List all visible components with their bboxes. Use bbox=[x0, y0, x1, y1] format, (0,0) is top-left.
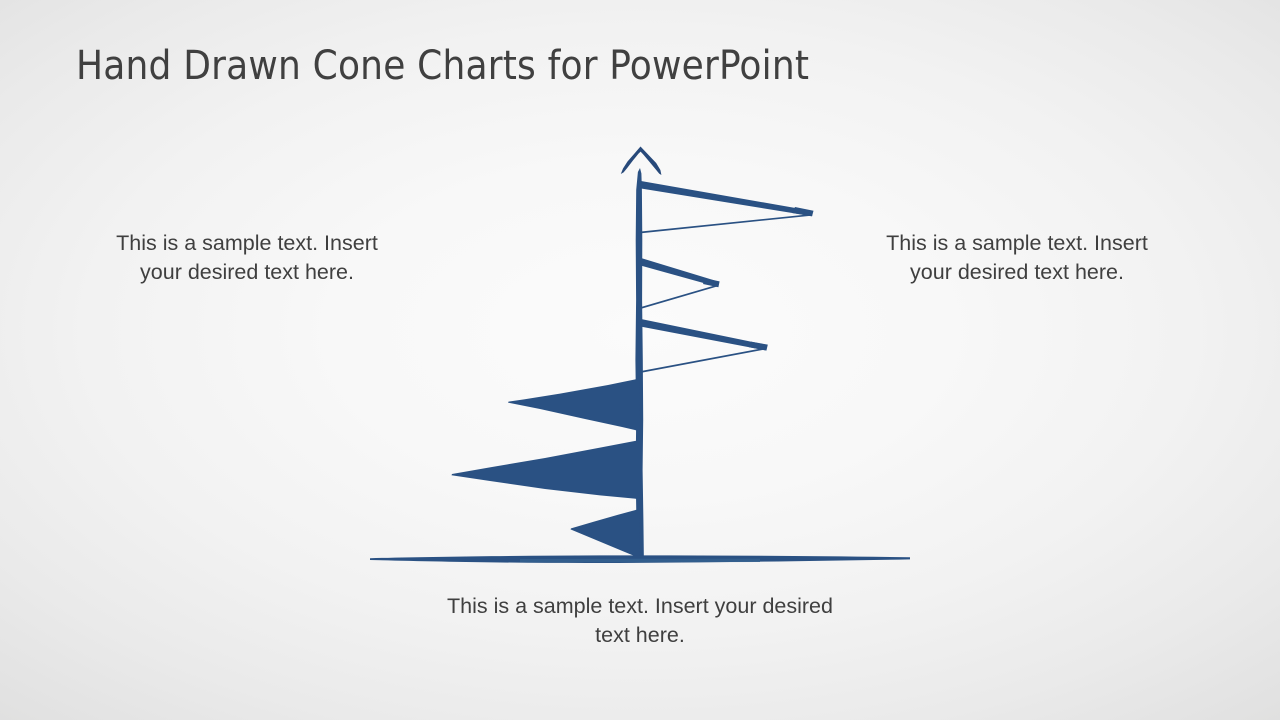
flag-right-2-bottom-edge bbox=[641, 284, 718, 309]
flag-left-2 bbox=[451, 440, 641, 500]
flag-right-3-top-edge bbox=[641, 319, 767, 351]
flag-right-2-top-edge bbox=[641, 258, 719, 287]
caption-right: This is a sample text. Insert your desir… bbox=[886, 231, 1148, 284]
flag-right-2 bbox=[641, 258, 720, 309]
pole-stroke bbox=[635, 168, 644, 562]
flag-right-1 bbox=[641, 181, 814, 234]
arrow-head-icon bbox=[620, 146, 662, 175]
flag-right-3-bottom-edge bbox=[641, 347, 767, 373]
ground-line-highlight bbox=[520, 558, 760, 563]
flag-right-1-bottom-edge bbox=[641, 214, 813, 234]
page-title: Hand Drawn Cone Charts for PowerPoint bbox=[76, 43, 810, 89]
caption-left: This is a sample text. Insert your desir… bbox=[116, 231, 378, 284]
flag-right-2-tip bbox=[703, 278, 720, 288]
flag-right-1-top-edge bbox=[641, 181, 813, 216]
flag-left-3 bbox=[570, 509, 640, 558]
flag-left-1 bbox=[508, 378, 640, 432]
flag-right-3 bbox=[641, 319, 768, 373]
caption-bottom: This is a sample text. Insert your desir… bbox=[447, 594, 833, 647]
flag-right-1-tip bbox=[792, 207, 814, 217]
